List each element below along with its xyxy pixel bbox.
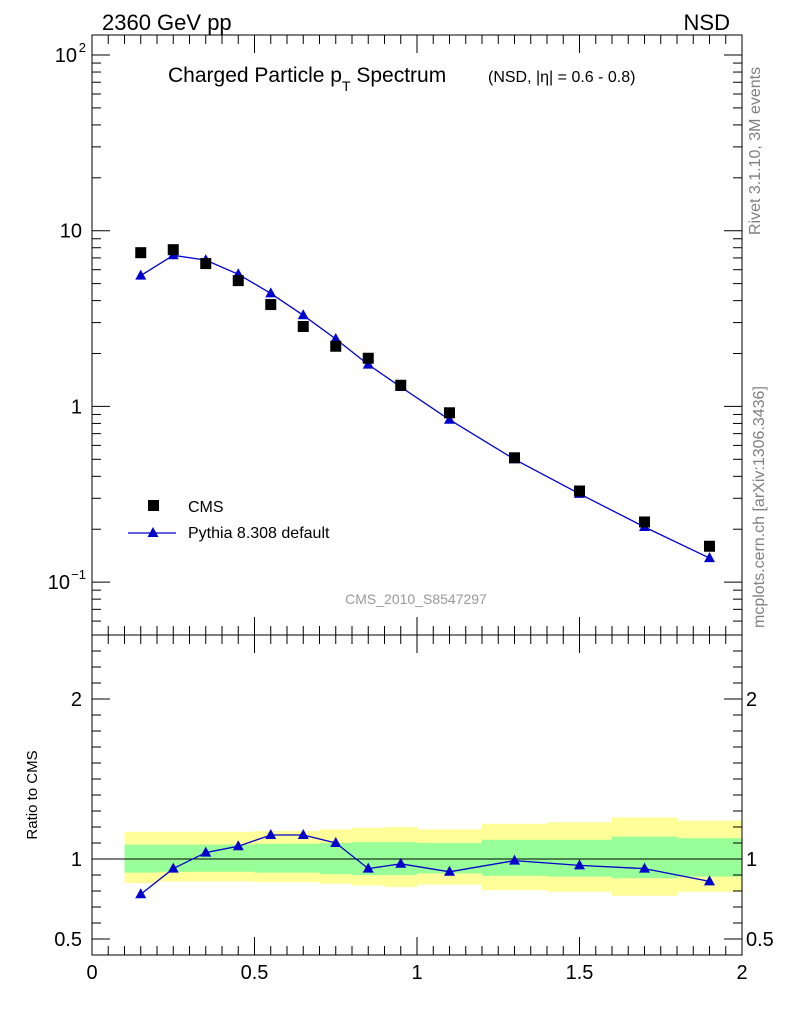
pythia-line [140, 254, 710, 559]
main-ytick-label: 10 [60, 221, 82, 243]
title-subscript: T [342, 78, 351, 94]
pythia-point [444, 413, 455, 424]
ratio-band-inner [677, 838, 742, 877]
cms-point [574, 485, 585, 497]
ratio-pythia-point [444, 865, 455, 876]
cms-point [297, 320, 309, 332]
main-ytick-label-exp: −1 [71, 567, 86, 582]
legend: CMS Pythia 8.308 default [128, 499, 330, 542]
header-right: NSD [684, 10, 730, 35]
ratio-ytick-label-right: 1 [746, 849, 757, 871]
ratio-ytick-label-right: 0.5 [746, 929, 774, 951]
cms-point [135, 247, 147, 259]
pythia-point [135, 269, 147, 280]
ratio-xtick-label: 2 [736, 962, 747, 984]
pythia-point [265, 287, 277, 298]
legend-cms-label: CMS [188, 499, 224, 516]
ratio-xtick-label: 0 [86, 962, 97, 984]
ratio-ytick-label-left: 2 [71, 689, 82, 711]
ratio-pythia-line [140, 834, 710, 895]
ratio-ytick-label-right: 2 [746, 689, 757, 711]
ratio-pythia-point [509, 854, 520, 865]
ratio-pythia-point [574, 859, 585, 870]
pythia-point [330, 332, 342, 343]
ratio-panel: 0 0.5 1 1.5 20.5 0.51 12 2 Ratio to CMS [24, 634, 774, 984]
cms-point [704, 540, 715, 552]
ratio-xtick-label: 0.5 [241, 962, 269, 984]
ratio-pythia-point [167, 862, 179, 873]
cms-point [167, 244, 179, 256]
ratio-pythia-point [330, 837, 342, 847]
cms-point [330, 340, 342, 352]
legend-pythia-marker [147, 527, 159, 537]
mcplots-label: mcplots.cern.ch [arXiv:1306.3436] [751, 386, 768, 628]
ratio-band-inner [254, 843, 287, 873]
main-ytick-label: 1 [71, 396, 82, 418]
analysis-id: CMS_2010_S8547297 [345, 591, 487, 607]
cms-point [232, 275, 244, 287]
ratio-band-inner [547, 839, 612, 877]
ratio-band-inner [287, 843, 320, 873]
cms-point [362, 352, 374, 364]
header-left: 2360 GeV pp [102, 10, 232, 35]
ratio-pythia-point [639, 862, 650, 873]
ratio-xtick-label: 1 [411, 962, 422, 984]
chart-title-qualifier: (NSD, |η| = 0.6 - 0.8) [488, 69, 635, 86]
title-main-post: Spectrum [351, 64, 447, 87]
legend-cms-marker [148, 500, 159, 511]
main-ytick-label-exp: 2 [79, 40, 86, 55]
ratio-pythia-point [265, 829, 277, 839]
cms-point [200, 258, 212, 270]
ratio-ytick-label-left: 0.5 [54, 929, 82, 951]
cms-point [265, 299, 277, 311]
cms-point [444, 407, 455, 419]
cms-point [395, 379, 407, 391]
ratio-pythia-point [135, 888, 147, 899]
legend-pythia-label: Pythia 8.308 default [188, 525, 330, 542]
ratio-pythia-point [395, 857, 407, 868]
main-ytick-label: 10 [55, 45, 77, 67]
main-ytick-label: 10 [48, 572, 70, 594]
chart-title: Charged Particle pT Spectrum [168, 64, 446, 94]
ratio-pythia-point [232, 840, 244, 851]
ratio-pythia-point [297, 829, 309, 839]
cms-point [509, 452, 520, 464]
ratio-pythia-point [704, 875, 715, 886]
ratio-ytick-label-left: 1 [71, 849, 82, 871]
ratio-xtick-label: 1.5 [566, 962, 594, 984]
pythia-point [704, 552, 715, 563]
title-main-pre: Charged Particle p [168, 64, 342, 87]
main-frame [91, 34, 743, 636]
ratio-frame [91, 634, 743, 956]
rivet-label: Rivet 3.1.10, 3M events [747, 67, 764, 235]
pythia-point [297, 309, 309, 320]
cms-point [639, 516, 650, 528]
ratio-ylabel: Ratio to CMS [24, 750, 41, 839]
ratio-pythia-point [200, 846, 212, 857]
ratio-pythia-point [362, 862, 374, 873]
